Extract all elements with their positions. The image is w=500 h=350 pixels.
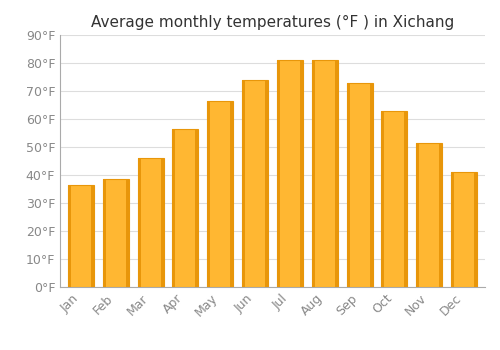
Bar	[404, 111, 407, 287]
Bar	[126, 179, 129, 287]
Bar	[346, 83, 372, 287]
Bar	[230, 101, 234, 287]
Bar	[172, 129, 176, 287]
Bar	[382, 111, 384, 287]
Bar	[300, 60, 303, 287]
Bar	[102, 179, 129, 287]
Bar	[370, 83, 372, 287]
Bar	[68, 185, 94, 287]
Bar	[242, 80, 245, 287]
Bar	[277, 60, 280, 287]
Bar	[312, 60, 315, 287]
Bar	[68, 185, 71, 287]
Bar	[416, 143, 420, 287]
Bar	[346, 83, 350, 287]
Bar	[451, 172, 477, 287]
Bar	[277, 60, 303, 287]
Bar	[102, 179, 106, 287]
Bar	[416, 143, 442, 287]
Bar	[265, 80, 268, 287]
Bar	[474, 172, 477, 287]
Bar	[439, 143, 442, 287]
Bar	[207, 101, 210, 287]
Bar	[160, 158, 164, 287]
Bar	[138, 158, 164, 287]
Bar	[138, 158, 140, 287]
Bar	[207, 101, 234, 287]
Title: Average monthly temperatures (°F ) in Xichang: Average monthly temperatures (°F ) in Xi…	[91, 15, 454, 30]
Bar	[451, 172, 454, 287]
Bar	[382, 111, 407, 287]
Bar	[91, 185, 94, 287]
Bar	[242, 80, 268, 287]
Bar	[196, 129, 198, 287]
Bar	[312, 60, 338, 287]
Bar	[334, 60, 338, 287]
Bar	[172, 129, 199, 287]
